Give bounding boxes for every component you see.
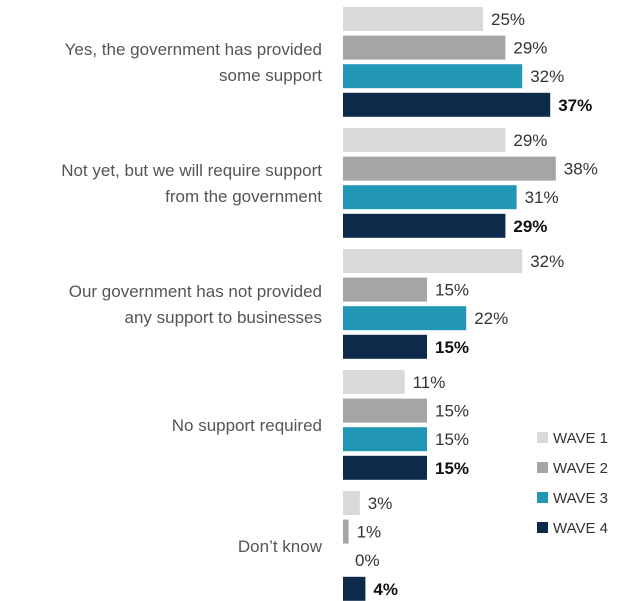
category-label: No support required [172, 416, 322, 435]
legend-label: WAVE 2 [553, 460, 608, 477]
bar-wave-4-4 [343, 576, 366, 601]
category-label: Our government has not provided any suppo… [69, 282, 322, 327]
bar-wave-3-1 [343, 185, 517, 210]
legend-swatch [537, 522, 548, 533]
bar-wave-4-3 [343, 455, 427, 480]
bar-wave-4-1 [343, 213, 506, 238]
value-label: 1% [357, 523, 382, 542]
bar-wave-2-4 [343, 519, 349, 544]
value-label: 37% [558, 96, 592, 115]
value-label: 32% [530, 252, 564, 271]
category-label: Not yet, but we will require support from… [61, 161, 322, 206]
value-label: 25% [491, 10, 525, 29]
value-label: 38% [564, 160, 598, 179]
value-label: 29% [513, 131, 547, 150]
value-label: 15% [435, 459, 469, 478]
bar-wave-3-0 [343, 64, 523, 89]
value-label: 15% [435, 402, 469, 421]
legend-label: WAVE 1 [553, 430, 608, 447]
bar-wave-1-2 [343, 249, 523, 273]
value-label: 22% [474, 309, 508, 328]
bar-wave-1-3 [343, 370, 405, 394]
value-label: 15% [435, 338, 469, 357]
legend-swatch [537, 462, 548, 473]
value-label: 0% [355, 551, 380, 570]
value-label: 31% [525, 188, 559, 207]
category-label: Yes, the government has provided some sup… [65, 40, 323, 85]
bar-wave-2-0 [343, 35, 506, 60]
bar-wave-3-3 [343, 427, 427, 452]
bar-wave-4-0 [343, 92, 551, 117]
value-label: 11% [413, 373, 446, 392]
legend-label: WAVE 3 [553, 490, 608, 507]
bar-wave-4-2 [343, 334, 427, 359]
bar-wave-2-1 [343, 156, 556, 181]
bar-wave-1-1 [343, 128, 506, 152]
category-labels: Yes, the government has provided some sup… [61, 40, 323, 556]
bar-wave-2-3 [343, 398, 427, 423]
value-label: 3% [368, 494, 393, 513]
value-label: 29% [513, 39, 547, 58]
value-label: 32% [530, 67, 564, 86]
bars-layer: 25% 29% 32% 37% 29% 38% 31% 29% 32% 15% 22% 15% 11% 1… [343, 7, 598, 601]
legend: WAVE 1 WAVE 2 WAVE 3 WAVE 4 [537, 430, 608, 537]
legend-swatch [537, 432, 548, 443]
value-label: 15% [435, 281, 469, 300]
bar-wave-2-2 [343, 277, 427, 302]
legend-label: WAVE 4 [553, 520, 608, 537]
legend-swatch [537, 492, 548, 503]
bar-wave-1-0 [343, 7, 483, 31]
value-label: 15% [435, 430, 469, 449]
bar-wave-1-4 [343, 491, 360, 515]
bar-wave-3-2 [343, 306, 467, 331]
value-label: 29% [513, 217, 547, 236]
value-label: 4% [373, 580, 398, 599]
category-label: Don’t know [238, 537, 323, 556]
